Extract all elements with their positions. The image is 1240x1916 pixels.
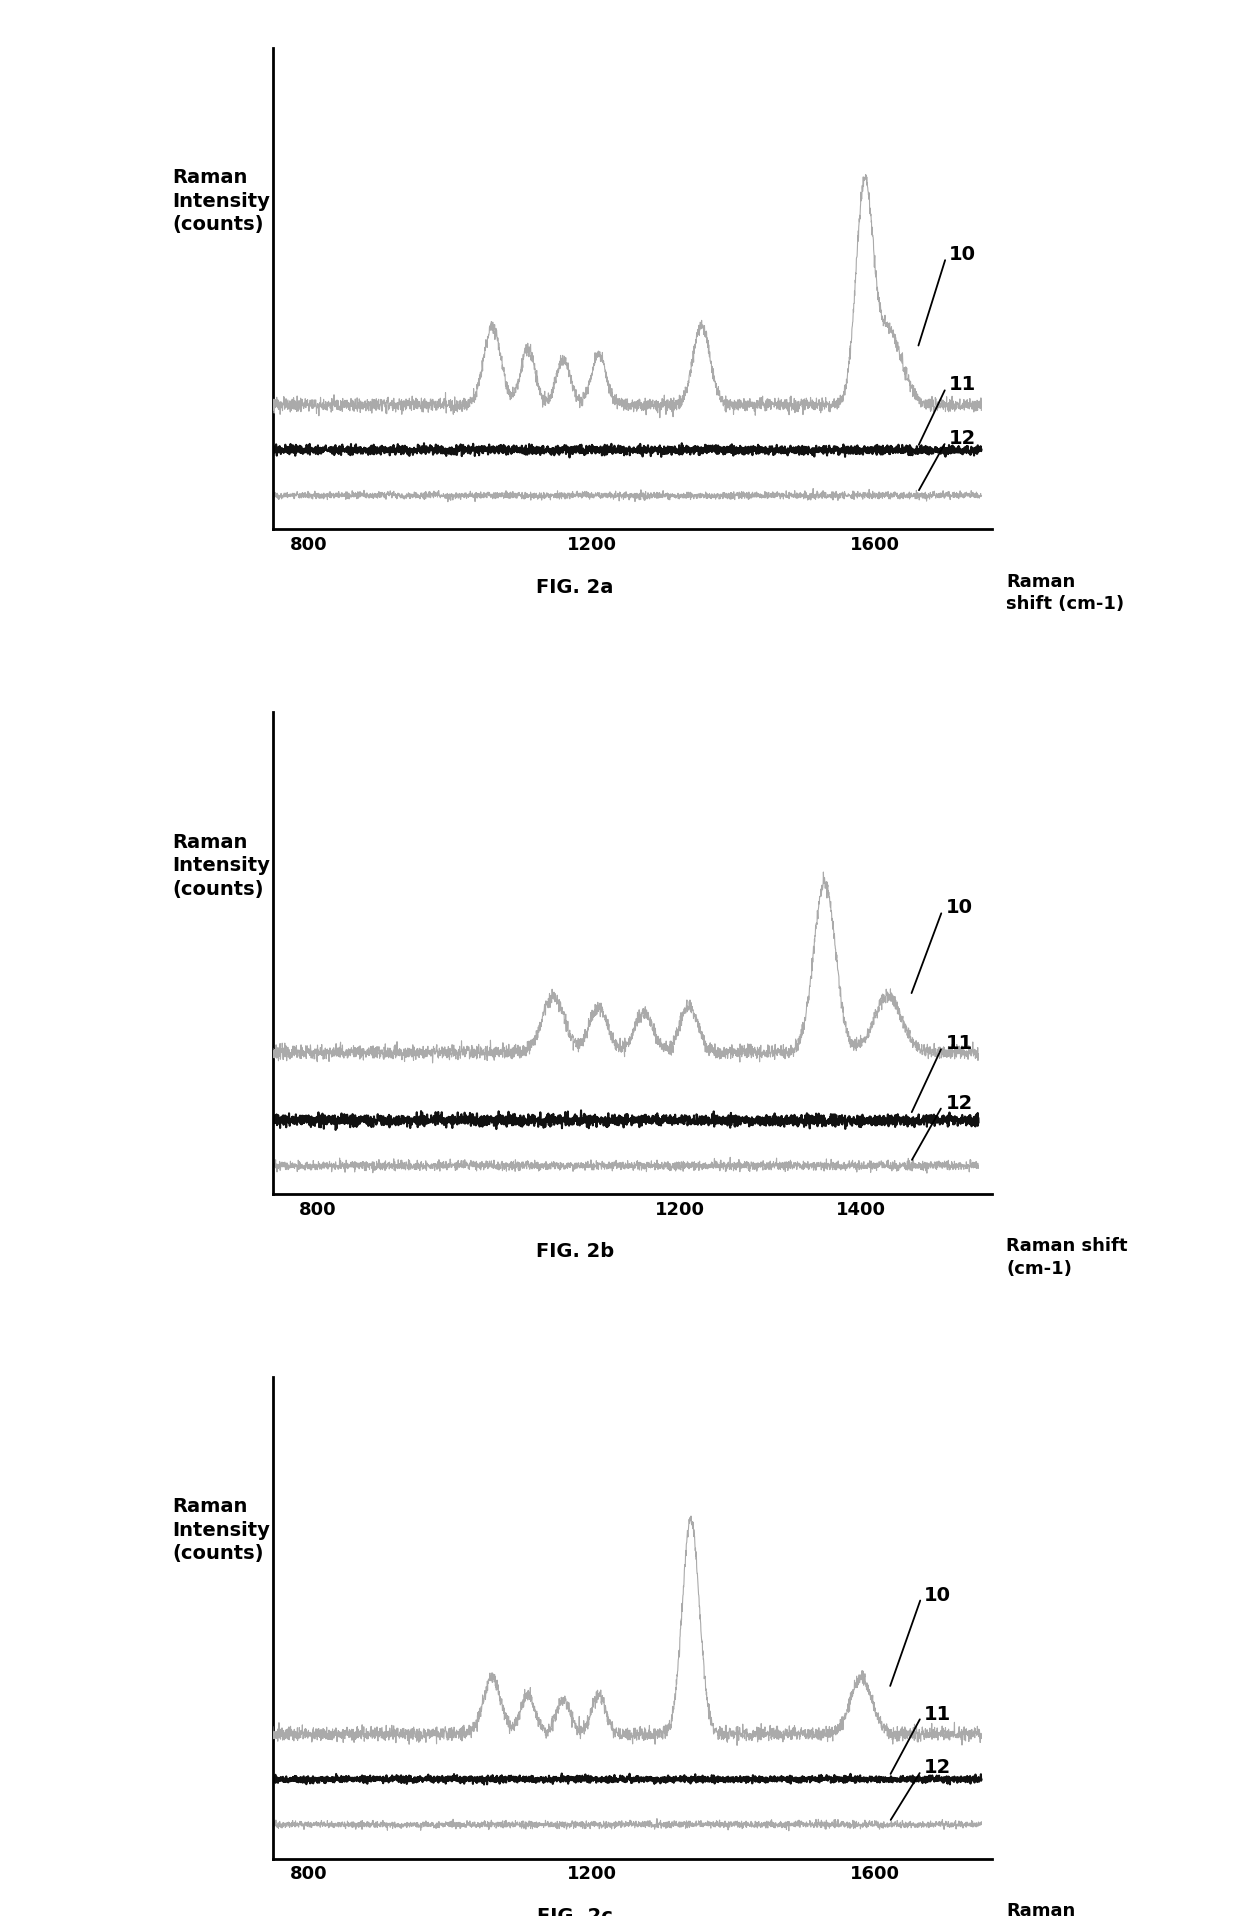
Text: 10: 10 xyxy=(924,1586,951,1604)
Text: FIG. 2c: FIG. 2c xyxy=(537,1906,613,1916)
Text: Raman
shift (cm-1): Raman shift (cm-1) xyxy=(1007,573,1125,613)
Text: Raman
shift (cm-1): Raman shift (cm-1) xyxy=(1007,1903,1125,1916)
Text: 11: 11 xyxy=(949,376,976,395)
Text: 10: 10 xyxy=(949,245,976,264)
Text: 12: 12 xyxy=(924,1759,951,1778)
Text: 12: 12 xyxy=(949,429,976,448)
Text: FIG. 2b: FIG. 2b xyxy=(536,1242,614,1261)
Text: 12: 12 xyxy=(946,1094,973,1113)
Text: FIG. 2a: FIG. 2a xyxy=(536,577,614,596)
Text: Raman
Intensity
(counts): Raman Intensity (counts) xyxy=(172,833,270,899)
Text: 10: 10 xyxy=(946,899,973,918)
Text: 11: 11 xyxy=(924,1705,951,1724)
Text: Raman shift
(cm-1): Raman shift (cm-1) xyxy=(1007,1238,1128,1278)
Text: Raman
Intensity
(counts): Raman Intensity (counts) xyxy=(172,169,270,234)
Text: 11: 11 xyxy=(946,1035,973,1054)
Text: Raman
Intensity
(counts): Raman Intensity (counts) xyxy=(172,1498,270,1563)
